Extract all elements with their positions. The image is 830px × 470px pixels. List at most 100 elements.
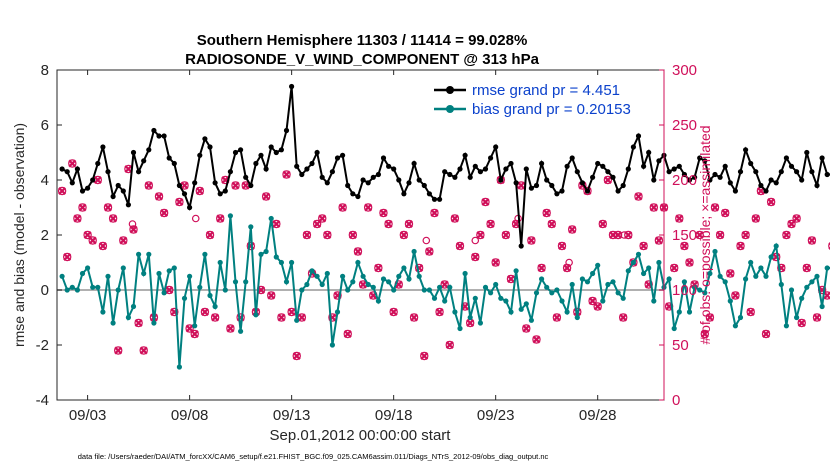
bias-point [498,295,504,301]
obs-assimilated-marker [455,242,464,250]
rmse-point [380,155,387,161]
obs-possible-marker [422,236,431,245]
bias-point [656,259,662,266]
rmse-point [202,136,208,142]
obs-possible-marker [267,291,276,300]
rmse-point [406,180,412,186]
rmse-point [85,185,91,191]
rmse-point [651,177,657,183]
rmse-point [263,166,269,172]
obs-assimilated-marker [558,242,566,250]
bias-point [457,325,463,332]
rmse-point [151,127,157,134]
rmse-point [493,144,499,150]
rmse-point [258,152,264,158]
rmse-point [620,182,626,189]
obs-assimilated-marker [711,203,719,212]
obs-assimilated-marker [73,214,82,223]
bias-point [411,248,417,255]
bias-point [365,281,371,288]
rmse-point [799,177,805,183]
obs-assimilated-marker [532,335,541,344]
rmse-point [717,174,723,180]
rmse-point [314,149,320,156]
rmse-point [115,182,121,189]
rmse-point [192,180,198,186]
bias-point [544,284,550,290]
obs-possible-marker [670,263,679,273]
rmse-point [411,160,417,167]
rmse-point [472,163,478,169]
rmse-point [523,166,529,172]
obs-assimilated-marker [471,253,480,261]
bias-point [477,320,483,326]
obs-assimilated-marker [277,313,286,322]
obs-possible-marker [175,197,184,207]
y-right-tick-label: 150 [672,227,697,244]
obs-possible-marker [557,241,567,251]
obs-assimilated-marker [614,231,623,239]
obs-assimilated-marker [216,214,225,223]
bias-point [105,273,111,279]
rmse-point [518,243,524,249]
obs-possible-marker [129,225,138,234]
obs-assimilated-marker [410,313,419,322]
bias-point [294,317,300,323]
bias-point [192,323,198,329]
bias-point [676,309,682,315]
rmse-point [467,174,473,180]
obs-assimilated-marker [63,253,72,261]
obs-possible-marker [695,230,704,240]
obs-possible-marker [191,214,200,223]
rmse-point [666,169,672,175]
obs-assimilated-marker [716,231,725,239]
bias-point [319,281,325,288]
obs-assimilated-marker [466,319,475,327]
bias-point [187,273,193,279]
bias-point [681,279,688,285]
obs-possible-marker [792,214,801,223]
chart-title-line1: Southern Hemisphere 11303 / 11414 = 99.0… [197,32,528,49]
obs-assimilated-marker [297,313,306,322]
bias-point [651,298,657,304]
obs-assimilated-marker [542,209,551,217]
rmse-point [778,169,784,175]
rmse-point [641,163,647,169]
obs-possible-marker [445,340,454,350]
obs-possible-marker [639,241,648,251]
bias-point [212,303,218,310]
obs-possible-marker [384,219,393,229]
obs-assimilated-marker [685,258,694,267]
rmse-point [482,166,489,172]
rmse-point [391,166,397,172]
obs-possible-marker [404,219,414,229]
obs-assimilated-marker [98,242,107,250]
rmse-point [814,182,820,189]
obs-assimilated-marker [751,214,760,223]
rmse-point [595,160,601,167]
bias-point [202,251,208,257]
obs-possible-marker [721,208,730,218]
obs-assimilated-marker [522,324,531,333]
obs-possible-marker [812,313,822,322]
obs-possible-marker [700,329,710,339]
bias-point [472,295,478,301]
obs-assimilated-marker [93,176,102,184]
bias-point [702,290,708,296]
obs-assimilated-marker [813,313,822,322]
obs-assimilated-marker [782,231,791,239]
obs-assimilated-marker [348,231,357,239]
bias-point [564,309,570,315]
y-axis-left: -4 -2 0 2 4 6 8 [36,62,62,409]
y-left-tick-label: -2 [36,337,49,354]
rmse-point [120,188,126,194]
obs-possible-marker [440,280,449,289]
x-axis: 09/03 09/08 09/13 09/18 09/23 09/28 [69,70,616,424]
obs-assimilated-marker [746,308,755,316]
obs-assimilated-marker [58,187,67,195]
bias-point [401,265,407,271]
rmse-point [702,158,708,164]
y-right-tick-label: 250 [672,117,697,134]
obs-assimilated-marker [343,330,352,338]
obs-possible-marker [420,351,429,361]
